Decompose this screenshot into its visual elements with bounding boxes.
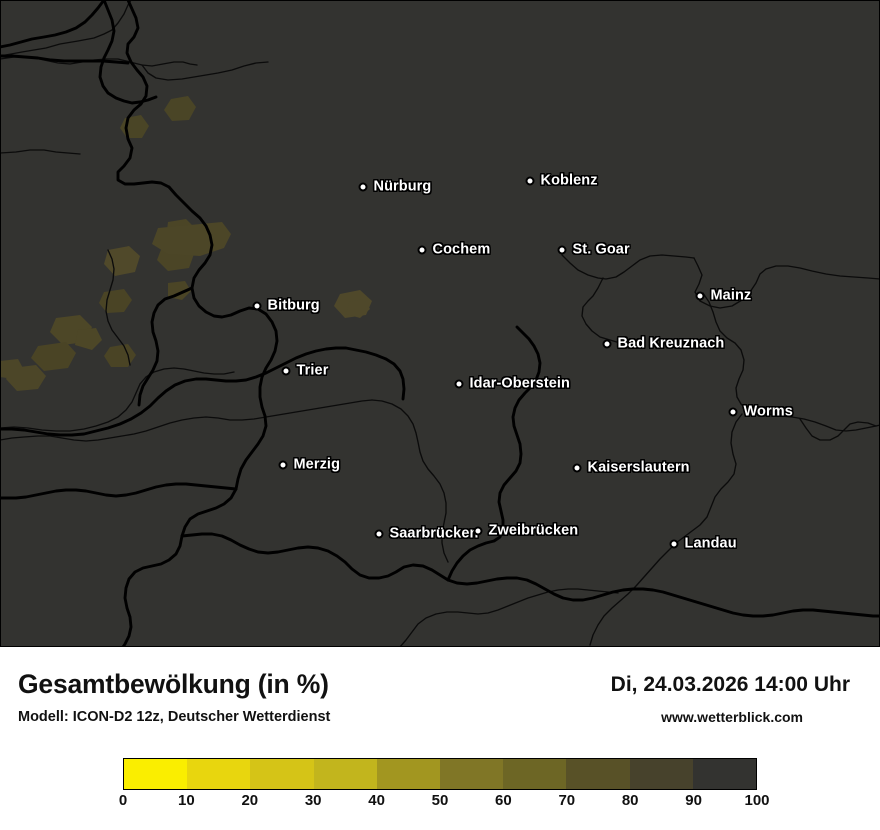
- city-label: Merzig: [293, 456, 341, 473]
- city-marker-merzig[interactable]: Merzig: [278, 456, 341, 473]
- city-marker-bad-kreuznach[interactable]: Bad Kreuznach: [602, 335, 725, 352]
- colorbar-tick: 0: [118, 792, 128, 809]
- city-marker-koblenz[interactable]: Koblenz: [525, 172, 598, 189]
- site-url-label: www.wetterblick.com: [661, 709, 803, 725]
- colorbar-segment-10-20: [187, 759, 251, 789]
- colorbar-tick: 100: [744, 792, 770, 809]
- city-marker-kaiserslautern[interactable]: Kaiserslautern: [572, 459, 690, 476]
- city-label: Koblenz: [540, 172, 598, 189]
- city-marker-saarbrucken[interactable]: Saarbrücken: [374, 525, 479, 542]
- colorbar-segment-70-80: [566, 759, 630, 789]
- city-dot-icon: [281, 366, 291, 375]
- colorbar-tick: 80: [621, 792, 639, 809]
- city-marker-idar-oberstein[interactable]: Idar-Oberstein: [454, 375, 571, 392]
- city-dot-icon: [669, 539, 679, 548]
- city-marker-st-goar[interactable]: St. Goar: [557, 241, 630, 258]
- city-dot-icon: [252, 301, 262, 310]
- city-label: St. Goar: [572, 241, 630, 258]
- city-dot-icon: [695, 291, 705, 300]
- city-dot-icon: [278, 460, 288, 469]
- city-label: Zweibrücken: [488, 522, 579, 539]
- city-label: Bad Kreuznach: [617, 335, 725, 352]
- colorbar-segment-30-40: [313, 759, 377, 789]
- city-dot-icon: [358, 182, 368, 191]
- city-dot-icon: [525, 176, 535, 185]
- page-title: Gesamtbewölkung (in %): [18, 669, 329, 699]
- cloud-field-base: [0, 0, 880, 647]
- city-marker-zweibrucken[interactable]: Zweibrücken: [473, 522, 579, 539]
- city-marker-landau[interactable]: Landau: [669, 535, 737, 552]
- colorbar-segment-50-60: [440, 759, 504, 789]
- colorbar-tick: 20: [241, 792, 259, 809]
- colorbar-segment-20-30: [250, 759, 314, 789]
- city-marker-nurburg[interactable]: Nürburg: [358, 178, 432, 195]
- footer-panel: Gesamtbewölkung (in %) Modell: ICON-D2 1…: [0, 647, 880, 830]
- city-label: Trier: [296, 362, 329, 379]
- city-marker-mainz[interactable]: Mainz: [695, 287, 752, 304]
- city-dot-icon: [473, 526, 483, 535]
- city-dot-icon: [557, 245, 567, 254]
- city-marker-trier[interactable]: Trier: [281, 362, 329, 379]
- city-marker-cochem[interactable]: Cochem: [417, 241, 491, 258]
- city-label: Kaiserslautern: [587, 459, 690, 476]
- colorbar-segment-0-10: [124, 759, 188, 789]
- colorbar-tick: 10: [178, 792, 195, 809]
- colorbar-gradient: [123, 758, 757, 790]
- colorbar-tick-labels: 0 10 20 30 40 50 60 70 80 90 100: [119, 792, 770, 816]
- colorbar: 0 10 20 30 40 50 60 70 80 90 100: [119, 758, 770, 809]
- colorbar-segment-90-100: [692, 759, 757, 789]
- colorbar-tick: 60: [495, 792, 512, 809]
- colorbar-segment-60-70: [503, 759, 567, 789]
- colorbar-tick: 70: [558, 792, 576, 809]
- city-dot-icon: [728, 407, 738, 416]
- colorbar-tick: 40: [368, 792, 385, 809]
- map-canvas: [0, 0, 880, 647]
- valid-time-label: Di, 24.03.2026 14:00 Uhr: [610, 673, 850, 696]
- colorbar-tick: 90: [685, 792, 702, 809]
- colorbar-tick: 50: [431, 792, 449, 809]
- city-dot-icon: [374, 529, 384, 538]
- city-label: Nürburg: [373, 178, 432, 195]
- colorbar-segment-40-50: [376, 759, 441, 789]
- map-panel[interactable]: Nürburg Koblenz Cochem St. Goar Bitburg …: [0, 0, 880, 647]
- city-marker-worms[interactable]: Worms: [728, 403, 793, 420]
- city-label: Idar-Oberstein: [469, 375, 571, 392]
- colorbar-tick: 30: [304, 792, 322, 809]
- regional-border-lines: [0, 0, 880, 647]
- model-subtitle: Modell: ICON-D2 12z, Deutscher Wetterdie…: [18, 709, 331, 725]
- city-label: Saarbrücken: [389, 525, 479, 542]
- colorbar-segment-80-90: [629, 759, 693, 789]
- city-marker-bitburg[interactable]: Bitburg: [252, 297, 320, 314]
- city-dot-icon: [454, 379, 464, 388]
- city-dot-icon: [417, 245, 427, 254]
- city-dot-icon: [602, 339, 612, 348]
- city-dot-icon: [572, 463, 582, 472]
- city-label: Landau: [684, 535, 737, 552]
- city-label: Mainz: [710, 287, 752, 304]
- city-label: Bitburg: [267, 297, 320, 314]
- city-label: Worms: [743, 403, 793, 420]
- city-label: Cochem: [432, 241, 491, 258]
